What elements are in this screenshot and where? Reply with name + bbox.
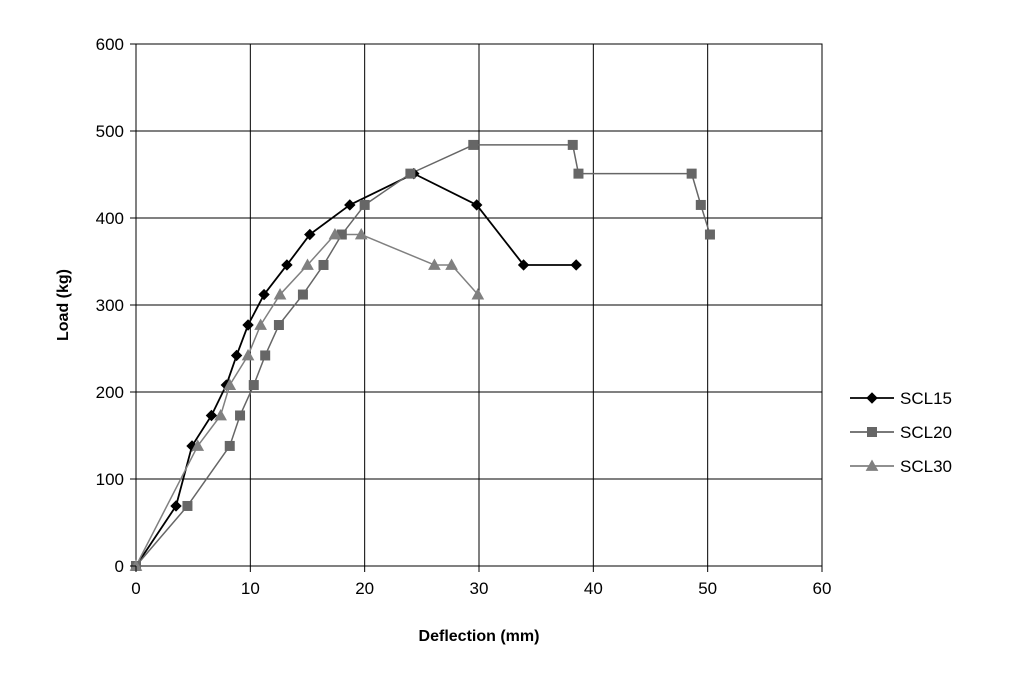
data-point-scl30 <box>223 378 237 390</box>
grid-lines <box>135 43 823 567</box>
data-point-scl30 <box>328 228 342 240</box>
data-point-scl30 <box>301 258 314 270</box>
x-tick-label: 10 <box>241 579 260 598</box>
x-tick-label: 50 <box>698 579 717 598</box>
y-tick-label: 400 <box>96 209 124 228</box>
series-line-scl20 <box>135 144 711 567</box>
y-tick-label: 100 <box>96 470 124 489</box>
y-tick-label: 500 <box>96 122 124 141</box>
data-point-scl20 <box>318 259 329 270</box>
data-point-scl20 <box>704 229 715 240</box>
legend: SCL15 SCL20 SCL30 <box>850 389 952 476</box>
data-point-scl20 <box>405 168 416 179</box>
data-point-scl30 <box>241 348 255 361</box>
data-point-scl20 <box>297 289 308 300</box>
y-tick-label: 600 <box>96 35 124 54</box>
data-point-scl20 <box>686 168 697 179</box>
data-point-scl30 <box>354 228 368 240</box>
y-axis: 0 100 200 300 400 500 600 <box>96 35 136 576</box>
y-tick-label: 300 <box>96 296 124 315</box>
data-point-scl20 <box>573 168 584 179</box>
data-point-scl20 <box>359 199 370 210</box>
data-point-scl30 <box>428 258 441 270</box>
data-point-scl30 <box>471 288 485 300</box>
data-point-scl30 <box>214 408 227 421</box>
data-point-scl15 <box>517 259 530 271</box>
x-tick-label: 60 <box>813 579 832 598</box>
data-point-scl15 <box>471 199 483 211</box>
series-line-scl15 <box>135 172 577 567</box>
y-axis-title: Load (kg) <box>55 269 72 341</box>
data-point-scl20 <box>182 500 193 511</box>
x-axis: 0 10 20 30 40 50 60 <box>131 566 831 598</box>
x-axis-title: Deflection (mm) <box>419 628 540 645</box>
legend-label-scl30: SCL30 <box>900 457 952 476</box>
legend-marker-scl15 <box>866 392 878 404</box>
data-point-scl20 <box>468 139 479 150</box>
x-tick-label: 40 <box>584 579 603 598</box>
data-point-scl20 <box>260 350 271 361</box>
data-point-scl15 <box>170 500 182 512</box>
data-point-scl15 <box>258 288 270 301</box>
data-point-scl15 <box>304 228 316 241</box>
data-point-scl20 <box>224 440 235 451</box>
data-point-scl15 <box>242 319 254 331</box>
y-tick-label: 200 <box>96 383 124 402</box>
series-line-scl30 <box>135 233 479 567</box>
x-tick-label: 0 <box>131 579 140 598</box>
legend-marker-scl30 <box>865 459 879 471</box>
data-point-scl30 <box>254 318 267 330</box>
data-point-scl15 <box>230 349 243 362</box>
x-tick-label: 20 <box>355 579 374 598</box>
data-point-scl20 <box>235 410 246 421</box>
data-point-scl15 <box>344 199 356 211</box>
data-point-scl30 <box>445 258 458 270</box>
data-point-scl15 <box>281 259 293 271</box>
data-point-scl20 <box>695 199 706 210</box>
series-markers <box>129 139 715 572</box>
legend-label-scl15: SCL15 <box>900 389 952 408</box>
data-point-scl30 <box>191 439 205 451</box>
x-tick-label: 30 <box>470 579 489 598</box>
legend-label-scl20: SCL20 <box>900 423 952 442</box>
data-point-scl30 <box>273 288 287 300</box>
data-point-scl15 <box>570 259 582 271</box>
data-point-scl20 <box>567 139 578 150</box>
y-tick-label: 0 <box>115 557 124 576</box>
data-point-scl20 <box>248 380 259 391</box>
series-lines <box>135 144 711 567</box>
data-point-scl20 <box>273 320 284 331</box>
legend-marker-scl20 <box>867 427 877 437</box>
data-point-scl15 <box>205 409 218 422</box>
